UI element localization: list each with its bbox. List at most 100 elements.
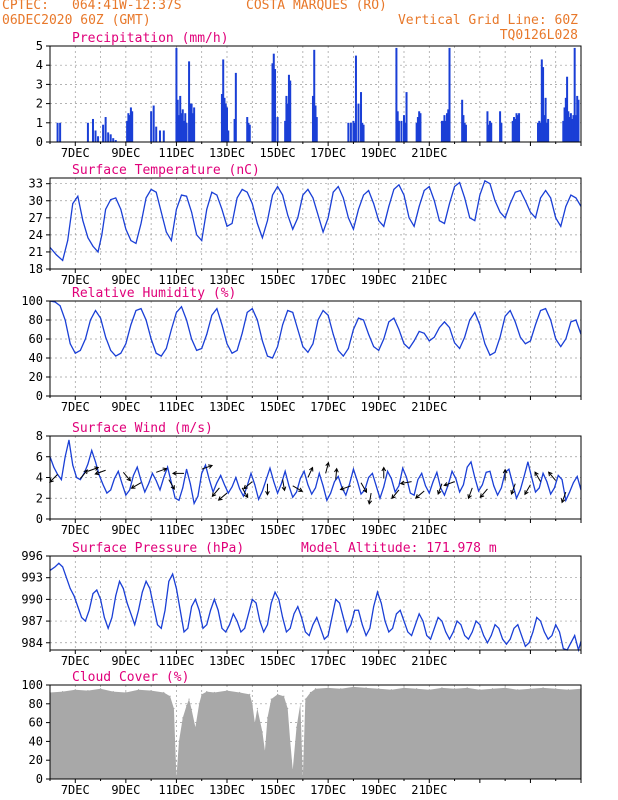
wind-arrow [381, 466, 387, 479]
series-point [347, 348, 349, 349]
x-tick-label: 21DEC [411, 273, 447, 287]
series-point [436, 471, 438, 473]
series-point [456, 620, 458, 622]
y-tick-label: 0 [36, 512, 43, 526]
series-point [471, 631, 473, 633]
series-point [494, 200, 496, 202]
series-point [532, 631, 534, 633]
series-point [379, 497, 381, 499]
precip-bar [416, 117, 419, 142]
series-point [464, 336, 466, 338]
y-tick-label: 21 [29, 245, 43, 259]
series-point [474, 220, 476, 222]
precip-bar [91, 118, 94, 142]
series-point [186, 195, 188, 197]
cloud-cover-point [302, 776, 304, 778]
series-point [565, 338, 567, 340]
series-point [363, 319, 365, 321]
precip-bar [573, 47, 576, 142]
precip-bar [347, 122, 350, 142]
series-point [132, 474, 134, 476]
precip-bar [462, 115, 465, 142]
x-tick-label: 13DEC [209, 523, 245, 537]
series-point [64, 456, 66, 458]
y-tick-label: 996 [21, 549, 43, 563]
series-point [261, 340, 263, 342]
series-point [160, 211, 162, 213]
series-point [559, 631, 561, 633]
series-point [186, 468, 188, 470]
precip-bar [543, 115, 546, 142]
precip-bar [464, 124, 467, 142]
series-point [277, 492, 279, 494]
series-point [170, 240, 172, 242]
series-point [449, 203, 451, 205]
cloud-cover-point [264, 750, 266, 752]
series-point [130, 613, 132, 615]
precip-bar [444, 120, 447, 142]
precip-bar [311, 95, 314, 142]
y-tick-label: 100 [21, 294, 43, 308]
series-point [546, 481, 548, 483]
series-point [317, 214, 319, 216]
cloud-cover-point [191, 708, 193, 711]
series-point [106, 492, 108, 494]
series-point [225, 631, 227, 633]
panel-title: Surface Temperature (nC) [72, 163, 260, 178]
precip-bar [184, 113, 187, 142]
series-point [155, 352, 157, 354]
series-point [517, 624, 519, 626]
precip-bar [128, 115, 131, 142]
series-point [523, 475, 525, 477]
series-point [455, 478, 457, 480]
series-point [285, 631, 287, 633]
series-point [345, 494, 347, 496]
series-point [129, 489, 131, 491]
precip-bar [352, 120, 355, 142]
cloud-cover-point [169, 695, 171, 697]
series-point [201, 240, 203, 242]
precip-bar [286, 103, 289, 142]
x-tick-label: 13DEC [209, 400, 245, 414]
series-point [92, 593, 94, 595]
series-point [565, 205, 567, 207]
panel-0 [46, 45, 582, 146]
panel-frame [49, 177, 582, 270]
panel-frame [49, 684, 582, 780]
series-point [227, 492, 229, 494]
precip-bar [440, 120, 443, 142]
wind-arrow [437, 483, 443, 496]
series-point [167, 466, 169, 468]
series-point [247, 613, 249, 615]
cloud-cover-point [441, 687, 443, 689]
wind-arrow [510, 483, 516, 496]
series-point [160, 355, 162, 357]
series-point [272, 357, 274, 359]
cloud-cover-point [309, 691, 312, 694]
series-point [378, 349, 380, 351]
x-tick-label: 17DEC [310, 273, 346, 287]
series-point [560, 346, 562, 348]
series-point [231, 486, 233, 488]
series-point [194, 598, 196, 600]
precip-bar [415, 122, 418, 142]
wind-arrow [415, 490, 425, 499]
y-tick-label: 8 [36, 429, 43, 443]
series-point [256, 319, 258, 321]
series-point [148, 483, 150, 485]
series-point [205, 464, 207, 466]
series-line [49, 179, 582, 262]
panel-title: Surface Wind (m/s) [72, 421, 213, 436]
series-point [259, 620, 261, 622]
series-point [282, 324, 284, 326]
precip-bar [547, 118, 550, 142]
series-point [303, 470, 305, 472]
series-point [322, 231, 324, 233]
series-point [165, 231, 167, 233]
series-point [84, 338, 86, 340]
series-point [292, 228, 294, 230]
series-point [110, 489, 112, 491]
series-point [545, 308, 547, 310]
series-point [376, 591, 378, 593]
series-point [489, 354, 491, 356]
